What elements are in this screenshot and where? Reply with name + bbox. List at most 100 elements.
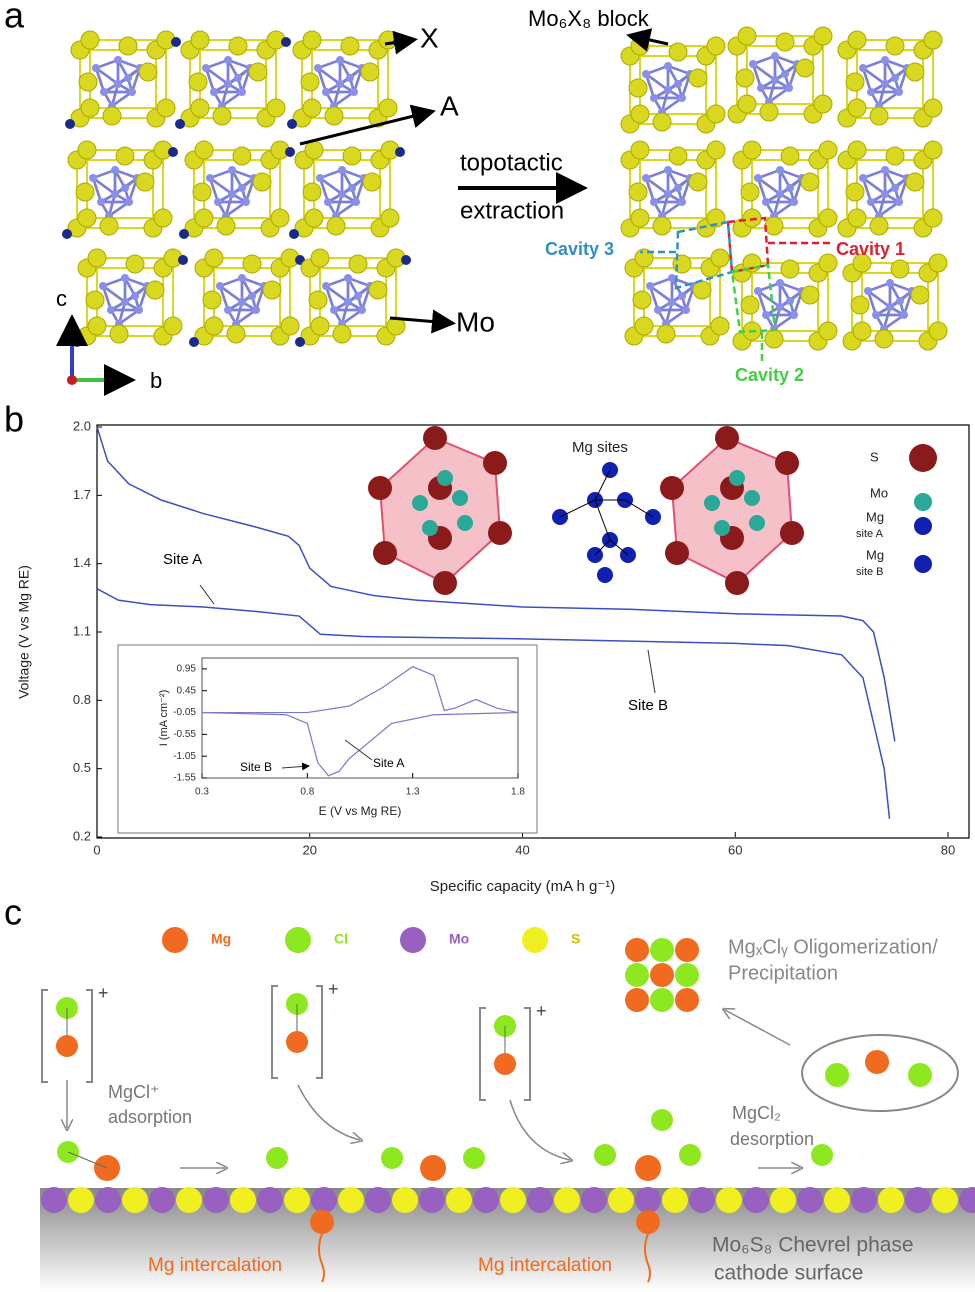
x-axis-title: E (V vs Mg RE) [319, 804, 402, 818]
x-atom [262, 280, 282, 300]
mo-atom [238, 88, 246, 96]
surface-atom [797, 1187, 823, 1213]
bracket [41, 989, 93, 1083]
atom [679, 1144, 701, 1166]
x-atom [775, 32, 795, 52]
mo-atom [790, 311, 798, 319]
bond [111, 90, 133, 108]
mo-atom [749, 60, 757, 68]
label: Cavity 1 [836, 239, 905, 259]
mo-atom [97, 198, 105, 206]
mo-atom [358, 306, 366, 314]
x-atom [632, 290, 652, 310]
cluster [801, 1034, 959, 1112]
bond [118, 308, 140, 326]
pointer [281, 762, 310, 771]
bond [861, 67, 873, 93]
bond [221, 90, 243, 108]
surface-atom [41, 1187, 67, 1213]
mo-atom [642, 174, 650, 182]
mg-atom [310, 1210, 334, 1234]
mo-atom [781, 70, 789, 78]
surface-atom [176, 1187, 202, 1213]
surface-atom [824, 1187, 850, 1213]
mo-atom [352, 198, 360, 206]
mo-atom [881, 80, 889, 88]
data-line [202, 666, 519, 714]
s-atom [665, 541, 689, 565]
surface-atom [311, 1187, 337, 1213]
bond [665, 308, 687, 326]
mo-atom [121, 274, 129, 282]
s-atom [373, 541, 397, 565]
x-atom [368, 280, 388, 300]
mo-atom [786, 297, 794, 305]
y-tick-label: 2.0 [73, 418, 91, 433]
mo-atom [650, 198, 658, 206]
a-atom [289, 229, 299, 239]
mo-atom [762, 311, 770, 319]
legend-swatch [914, 517, 932, 535]
label: Mo [456, 306, 495, 337]
mo-atom [336, 80, 344, 88]
mo-atom [128, 88, 136, 96]
legend-atom [400, 927, 426, 953]
x-atom [737, 94, 757, 114]
label: Mg [211, 931, 231, 947]
cl-atom [266, 1147, 288, 1169]
bond [756, 290, 768, 316]
x-atom [845, 72, 865, 92]
x-atom [302, 182, 322, 202]
x-atom [77, 208, 97, 228]
mo-atom [881, 190, 889, 198]
x-atom [740, 182, 760, 202]
x-atom [735, 68, 755, 88]
arrow [384, 30, 418, 55]
cavity [730, 263, 777, 334]
bond [867, 289, 891, 309]
x-atom [692, 280, 712, 300]
bond [205, 66, 229, 86]
mo-atom [234, 74, 242, 82]
bond [661, 200, 683, 218]
x-atom [156, 98, 176, 118]
x-atom [228, 36, 248, 56]
x-atom [194, 208, 214, 228]
surface-atom [95, 1187, 121, 1213]
mg-link [559, 469, 654, 556]
mo-atom [714, 520, 730, 536]
mo-atom [348, 184, 356, 192]
surface-atom [716, 1187, 742, 1213]
s-atom [433, 571, 457, 595]
arrow [644, 1233, 651, 1283]
bond [752, 62, 776, 82]
mo-atom [900, 311, 908, 319]
y-tick-label: 1.7 [73, 487, 91, 502]
x-tick-label: 0.8 [300, 787, 314, 798]
mg-atom [597, 567, 613, 583]
x-tick-label: 80 [941, 842, 955, 857]
pointer [647, 649, 656, 694]
x-atom [87, 248, 107, 268]
inset-frame [117, 644, 538, 834]
mo-atom [682, 306, 690, 314]
label: X [420, 22, 439, 53]
x-atom [905, 62, 925, 82]
mo-atom [338, 190, 346, 198]
mo-atom [654, 306, 662, 314]
label: Site B [628, 697, 668, 714]
mo-atom [100, 88, 108, 96]
bond [648, 285, 660, 311]
bond [862, 176, 886, 196]
mo-atom [125, 198, 133, 206]
bond [225, 200, 247, 218]
x-atom [204, 248, 224, 268]
y-tick-label: -0.05 [173, 707, 196, 718]
x-atom [304, 208, 324, 228]
label: extraction [460, 197, 564, 224]
mo-atom [664, 190, 672, 198]
x-axis-title: Specific capacity (mA h g⁻¹) [430, 878, 615, 895]
x-atom [85, 290, 105, 310]
mo-atom [674, 80, 682, 88]
